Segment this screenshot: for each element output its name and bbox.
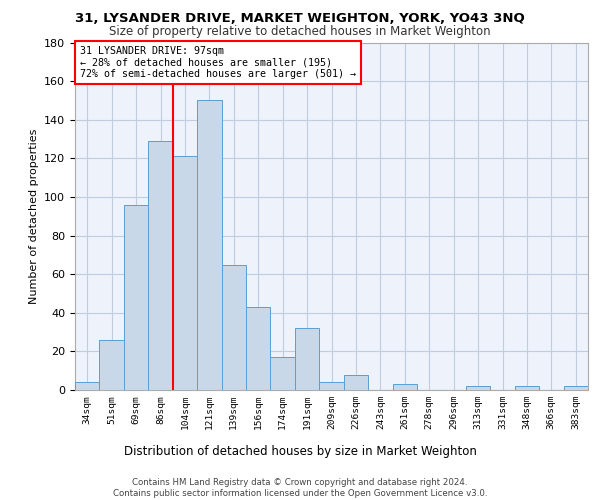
Bar [344,374,368,390]
Bar [221,264,246,390]
Bar [75,382,100,390]
Text: Contains HM Land Registry data © Crown copyright and database right 2024.
Contai: Contains HM Land Registry data © Crown c… [113,478,487,498]
Bar [392,384,417,390]
Bar [563,386,588,390]
Text: Size of property relative to detached houses in Market Weighton: Size of property relative to detached ho… [109,25,491,38]
Bar [466,386,490,390]
Bar [515,386,539,390]
Bar [148,141,173,390]
Text: 31, LYSANDER DRIVE, MARKET WEIGHTON, YORK, YO43 3NQ: 31, LYSANDER DRIVE, MARKET WEIGHTON, YOR… [75,12,525,26]
Bar [197,100,221,390]
Bar [100,340,124,390]
Text: 31 LYSANDER DRIVE: 97sqm
← 28% of detached houses are smaller (195)
72% of semi-: 31 LYSANDER DRIVE: 97sqm ← 28% of detach… [80,46,356,79]
Y-axis label: Number of detached properties: Number of detached properties [29,128,38,304]
Bar [124,204,148,390]
Bar [295,328,319,390]
Bar [246,307,271,390]
Text: Distribution of detached houses by size in Market Weighton: Distribution of detached houses by size … [124,444,476,458]
Bar [271,357,295,390]
Bar [319,382,344,390]
Bar [173,156,197,390]
